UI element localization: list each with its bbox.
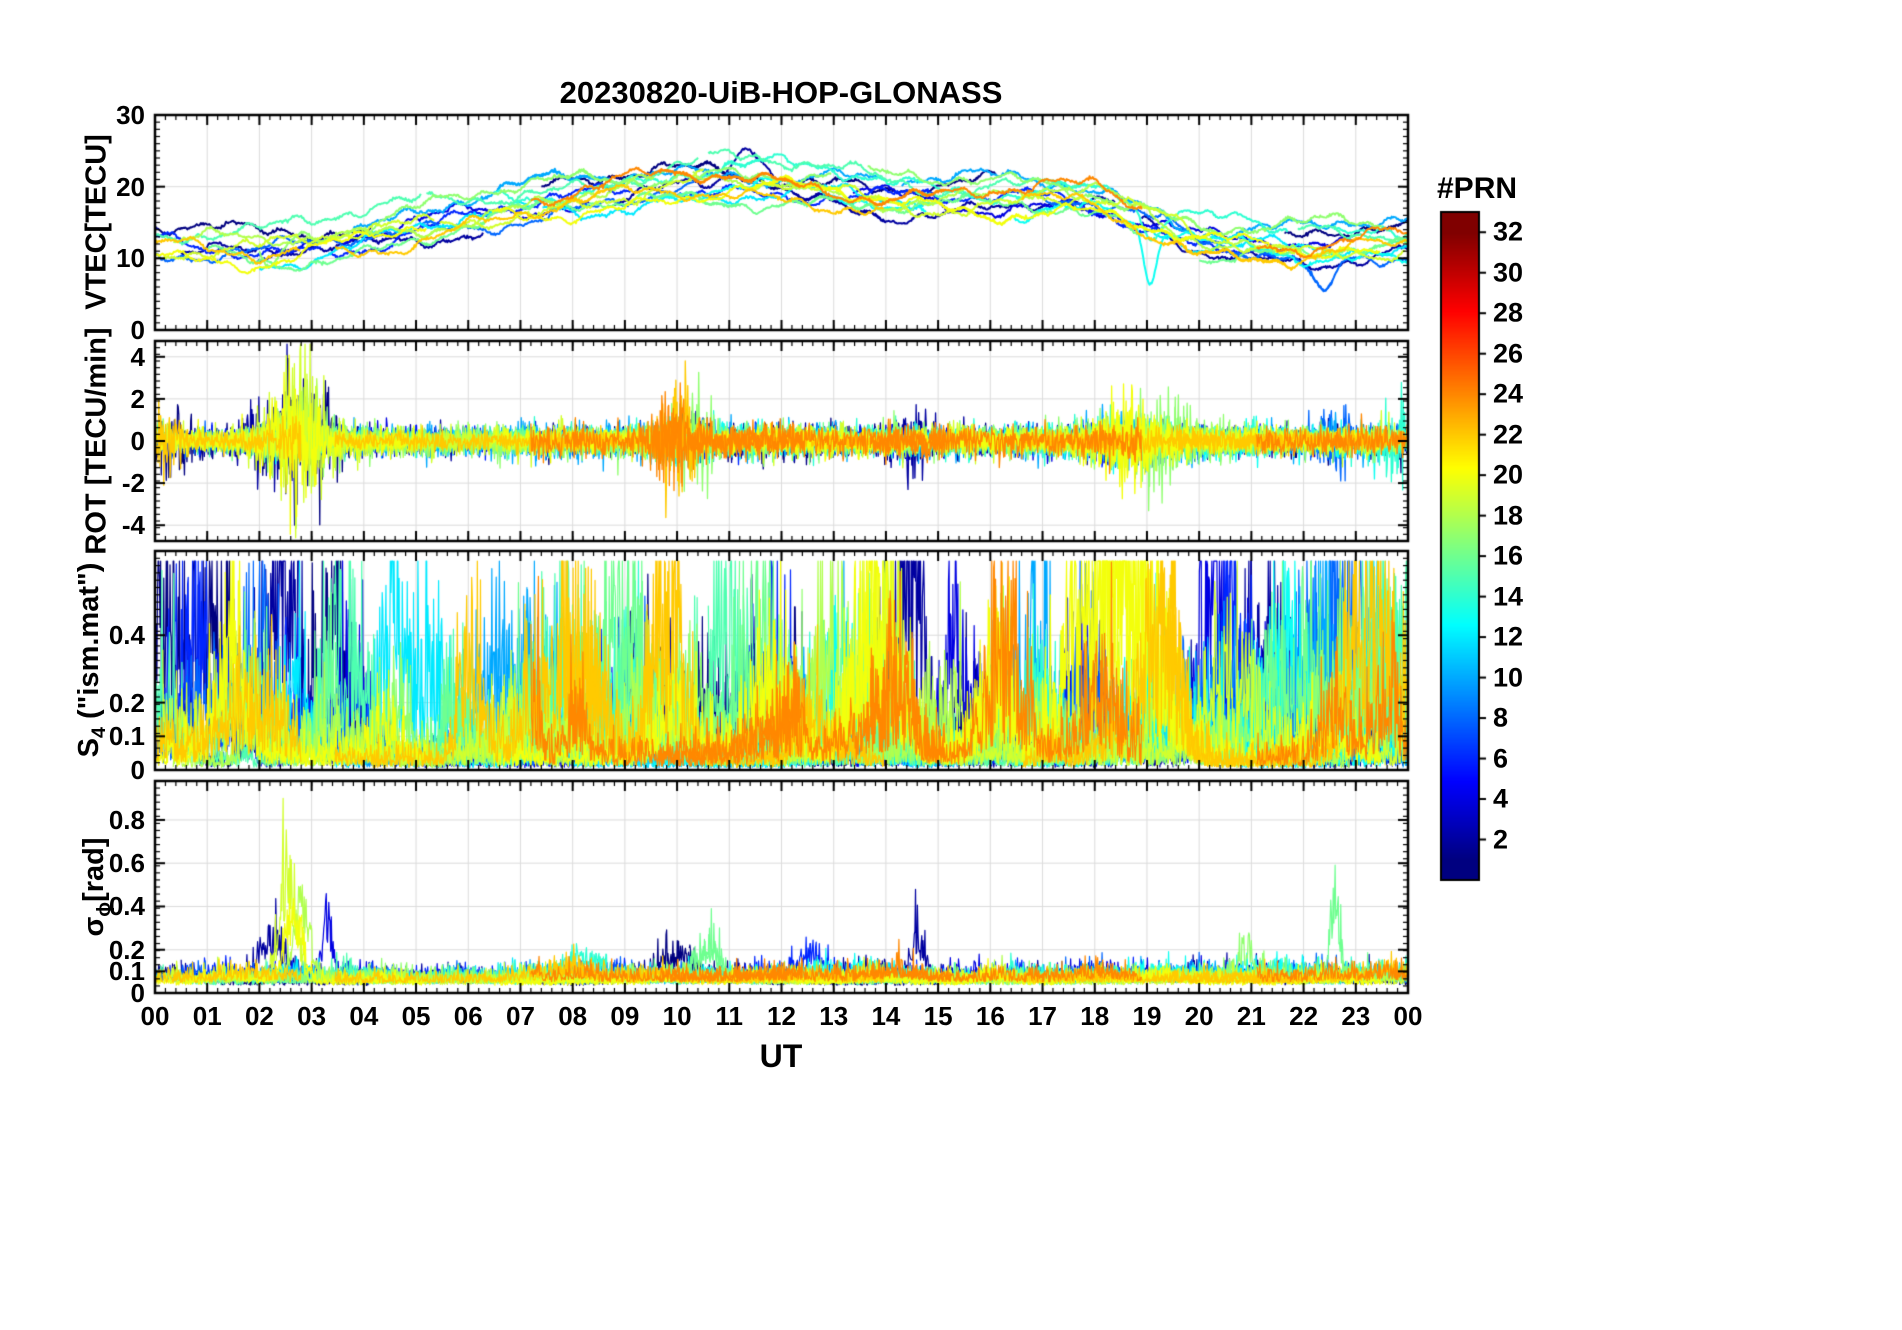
x-tick-label: 08 [558,1001,588,1031]
colorbar-tick-label: 18 [1493,500,1524,531]
colorbar-tick-label: 2 [1493,824,1509,854]
x-tick-label: 19 [1132,1001,1162,1031]
y-tick-label: 0 [130,426,145,456]
x-tick-label: 03 [297,1001,327,1031]
x-tick-label: 02 [244,1001,274,1031]
y-tick-label: 0.4 [108,891,145,922]
y-tick-label: 30 [116,100,145,130]
x-tick-label: 07 [505,1001,535,1031]
x-tick-label: 10 [662,1001,692,1031]
x-tick-label: 21 [1236,1001,1266,1031]
y-tick-label: 4 [130,341,145,372]
colorbar-tick-label: 28 [1493,297,1524,328]
y-tick-label: -2 [121,468,145,499]
colorbar-label: #PRN [1437,172,1518,205]
x-tick-label: 01 [192,1001,222,1031]
x-tick-label: 04 [349,1001,379,1031]
colorbar-tick-label: 14 [1493,581,1524,612]
x-tick-label: 11 [715,1001,744,1031]
y-tick-label: 0.6 [108,848,145,879]
y-tick-label: 0.2 [108,934,145,965]
colorbar-tick-label: 4 [1493,783,1509,814]
y-tick-label: 0 [130,978,145,1008]
x-tick-label: 16 [975,1001,1005,1031]
colorbar-tick-label: 26 [1493,338,1524,369]
colorbar-tick-label: 22 [1493,419,1524,450]
x-tick-label: 00 [1393,1001,1423,1031]
x-tick-label: 09 [610,1001,640,1031]
colorbar-tick-label: 16 [1493,540,1524,571]
x-tick-label: 22 [1289,1001,1319,1031]
colorbar-tick-label: 8 [1493,702,1509,733]
xaxis-label: UT [759,1038,803,1074]
colorbar-tick-label: 10 [1493,662,1524,693]
y-tick-label: 0.4 [108,620,145,651]
colorbar-tick-label: 12 [1493,621,1524,652]
y-tick-label: -4 [121,510,145,541]
y-tick-label: 10 [116,243,145,274]
x-tick-label: 14 [871,1001,901,1031]
chart-title: 20230820-UiB-HOP-GLONASS [559,75,1003,110]
colorbar-tick-label: 6 [1493,743,1509,774]
x-tick-label: 12 [767,1001,796,1031]
x-tick-label: 05 [401,1001,431,1031]
ylabel-vtec: VTEC[TECU] [80,134,113,310]
x-tick-label: 13 [819,1001,849,1031]
y-tick-label: 0.1 [108,956,145,987]
colorbar-tick-label: 24 [1493,378,1524,409]
x-tick-label: 15 [923,1001,953,1031]
y-tick-label: 0 [130,755,145,785]
x-tick-label: 23 [1341,1001,1371,1031]
y-tick-label: 20 [116,171,145,202]
y-tick-label: 0.2 [108,687,145,718]
x-tick-label: 20 [1184,1001,1214,1031]
x-tick-label: 06 [453,1001,483,1031]
y-tick-label: 2 [130,383,145,414]
x-tick-label: 00 [140,1001,170,1031]
colorbar-tick-label: 30 [1493,257,1524,288]
x-tick-label: 17 [1028,1001,1057,1031]
colorbar-tick-label: 32 [1493,216,1524,247]
y-tick-label: 0.1 [108,721,145,752]
x-tick-label: 18 [1080,1001,1110,1031]
colorbar-tick-label: 20 [1493,459,1524,490]
y-tick-label: 0 [130,315,145,345]
y-tick-label: 0.8 [108,804,145,835]
